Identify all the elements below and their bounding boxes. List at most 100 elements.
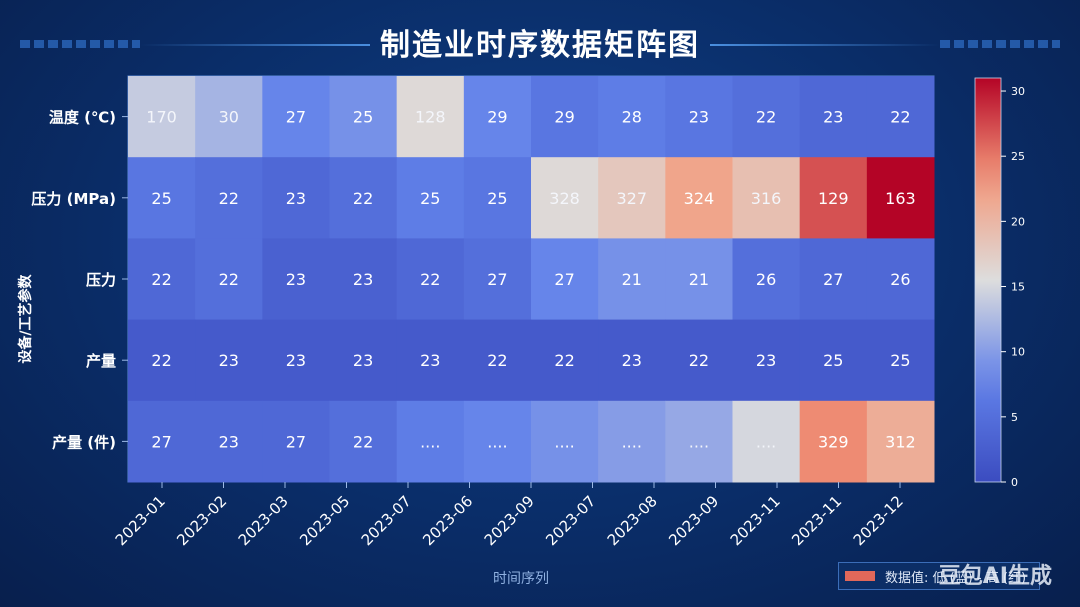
heatmap-cell (866, 319, 935, 402)
colorbar-tick-label: 15 (1011, 281, 1025, 294)
heatmap-cell (128, 319, 196, 402)
cell-label: 25 (420, 189, 440, 208)
cell-label: 22 (151, 351, 171, 370)
heatmap-cell (195, 238, 263, 321)
colorbar-tick-label: 5 (1011, 411, 1018, 424)
heatmap-cell (531, 76, 599, 158)
y-tick-label: 产量 (件) (52, 433, 116, 451)
cell-label: 28 (622, 108, 642, 127)
title-line-left (140, 44, 370, 46)
heatmap-cell (799, 400, 868, 483)
x-tick-label: 2023-12 (850, 492, 907, 549)
heatmap-cell (799, 157, 868, 239)
heatmap-cell (598, 319, 666, 402)
cell-label: 22 (151, 270, 171, 289)
cell-label: 22 (554, 351, 574, 370)
title-decoration-left (20, 40, 140, 48)
heatmap-cell (665, 319, 733, 402)
watermark: 豆包AI生成 (938, 564, 1052, 589)
cell-label: .... (554, 432, 574, 451)
cell-label: 22 (353, 189, 373, 208)
heatmap-cell (329, 238, 398, 321)
heatmap-cell (195, 319, 263, 402)
heatmap-cell (463, 319, 532, 402)
cell-label: 21 (622, 270, 642, 289)
cell-label: 25 (487, 189, 507, 208)
heatmap-cell (665, 157, 733, 239)
heatmap-cell (866, 157, 935, 239)
heatmap-cell (463, 238, 532, 321)
colorbar-tick-label: 0 (1011, 476, 1018, 489)
x-tick-label: 2023-09 (481, 492, 538, 549)
x-axis-label: 时间序列 (493, 571, 549, 587)
heatmap-cell (195, 157, 263, 239)
cell-label: 23 (353, 351, 373, 370)
heatmap-cell (665, 76, 733, 158)
cell-label: 23 (622, 351, 642, 370)
heatmap-cell (799, 238, 868, 321)
heatmap-cell (195, 400, 263, 483)
cell-label: 25 (823, 351, 843, 370)
heatmap-cell (665, 238, 733, 321)
cell-label: 128 (415, 108, 446, 127)
y-tick-label: 产量 (86, 352, 116, 370)
y-tick-label: 压力 (MPa) (31, 190, 116, 208)
heatmap-cell (531, 319, 599, 402)
cell-label: 27 (151, 432, 171, 451)
colorbar-tick-label: 30 (1011, 85, 1025, 98)
heatmap-cell (732, 76, 801, 158)
cell-label: 27 (554, 270, 574, 289)
colorbar-tick-label: 10 (1011, 346, 1025, 359)
heatmap-cell (732, 400, 801, 483)
heatmap-cell (732, 157, 801, 239)
heatmap-cell (463, 400, 532, 483)
cell-label: 26 (890, 270, 910, 289)
cell-label: 25 (890, 351, 910, 370)
heatmap-cell (732, 238, 801, 321)
cell-label: 27 (286, 108, 306, 127)
x-tick-label: 2023-11 (727, 492, 784, 549)
cell-label: 23 (756, 351, 776, 370)
cell-label: 26 (756, 270, 776, 289)
heatmap-cell (128, 238, 196, 321)
cell-label: 30 (219, 108, 239, 127)
cell-label: 21 (689, 270, 709, 289)
x-tick-label: 2023-06 (419, 492, 476, 549)
heatmap-cell (799, 319, 868, 402)
cell-label: 22 (890, 108, 910, 127)
legend: 数据值: 低 (蓝) - 高 (红) (838, 562, 1040, 590)
y-tick-label: 温度 (℃) (49, 109, 116, 127)
heatmap-cell (531, 400, 599, 483)
page-title: 制造业时序数据矩阵图 (380, 28, 700, 63)
cell-label: 27 (823, 270, 843, 289)
cell-label: .... (487, 432, 507, 451)
cell-label: 22 (219, 270, 239, 289)
legend-label: 数据值: 低 (蓝) - 高 (红) (885, 571, 1027, 586)
x-tick-label: 2023-11 (788, 492, 845, 549)
heatmap-cell (396, 76, 465, 158)
heatmap-cell (531, 157, 599, 239)
colorbar (974, 77, 1002, 483)
colorbar-tick-label: 20 (1011, 215, 1025, 228)
cell-label: 23 (286, 351, 306, 370)
cell-label: 22 (756, 108, 776, 127)
cell-label: 163 (885, 189, 916, 208)
heatmap-cell (396, 400, 465, 483)
cell-label: 23 (219, 351, 239, 370)
heatmap-cell (262, 319, 330, 402)
heatmap-cell (598, 76, 666, 158)
x-tick-label: 2023-02 (173, 492, 230, 549)
heatmap-cell (329, 400, 398, 483)
heatmap-cell (665, 400, 733, 483)
cell-label: 27 (286, 432, 306, 451)
heatmap-cell (195, 76, 263, 158)
y-tick-label: 压力 (86, 271, 116, 289)
x-tick-label: 2023-01 (112, 492, 169, 549)
cell-label: 23 (286, 270, 306, 289)
x-tick-label: 2023-07 (542, 492, 599, 549)
heatmap-cell (598, 400, 666, 483)
cell-label: .... (756, 432, 776, 451)
cell-label: 327 (616, 189, 647, 208)
cell-label: 23 (286, 189, 306, 208)
